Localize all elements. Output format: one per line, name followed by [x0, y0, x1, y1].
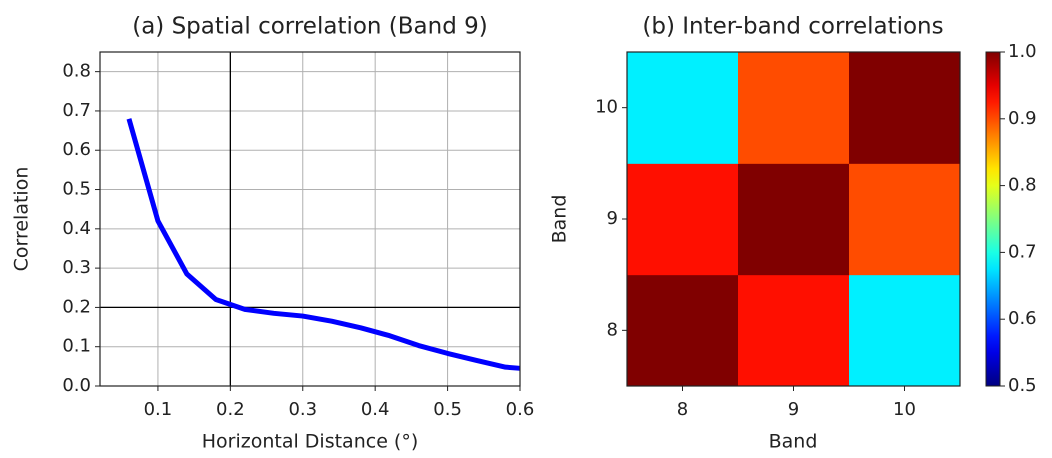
y-tick-label: 10: [595, 97, 618, 118]
y-tick-label: 0.0: [62, 375, 91, 396]
colorbar-tick-label: 0.6: [1008, 308, 1037, 329]
y-axis-label: Correlation: [11, 167, 33, 272]
heatmap-cell: [627, 163, 739, 276]
y-tick-label: 0.5: [62, 179, 91, 200]
x-tick-label: 0.5: [433, 399, 462, 420]
plot-frame: [626, 51, 961, 387]
heatmap-cell: [738, 52, 850, 164]
heatmap-cell: [738, 274, 850, 387]
y-tick-label: 0.7: [62, 100, 91, 121]
x-tick-label: 0.6: [506, 399, 535, 420]
heatmap-cell: [627, 274, 739, 387]
y-tick-label: 0.4: [62, 218, 91, 239]
y-tick-label: 0.3: [62, 257, 91, 278]
plot-frame: [99, 51, 521, 387]
x-tick-label: 10: [893, 399, 916, 420]
x-tick-label: 8: [677, 399, 688, 420]
heatmap-cell: [627, 52, 739, 164]
colorbar-tick-label: 0.5: [1008, 375, 1037, 396]
x-axis-label: Horizontal Distance (°): [202, 431, 419, 453]
y-tick-label: 0.2: [62, 296, 91, 317]
y-tick-label: 0.1: [62, 336, 91, 357]
chart-title: (a) Spatial correlation (Band 9): [132, 14, 488, 40]
colorbar-tick-label: 0.9: [1008, 108, 1037, 129]
chart-title: (b) Inter-band correlations: [642, 14, 943, 40]
data-line: [126, 118, 521, 371]
y-tick-label: 8: [607, 319, 618, 340]
y-tick-label: 0.6: [62, 139, 91, 160]
colorbar-tick-label: 0.8: [1008, 175, 1037, 196]
y-tick-label: 0.8: [62, 61, 91, 82]
x-tick-label: 0.2: [216, 399, 245, 420]
x-tick-label: 0.3: [288, 399, 317, 420]
x-tick-label: 0.1: [144, 399, 173, 420]
heatmap-cell: [849, 274, 961, 387]
x-axis-label: Band: [769, 431, 818, 453]
x-tick-label: 0.4: [361, 399, 390, 420]
y-axis-label: Band: [549, 195, 571, 244]
colorbar-tick-label: 0.7: [1008, 241, 1037, 262]
heatmap-cell: [849, 163, 961, 276]
x-tick-label: 9: [788, 399, 799, 420]
y-tick-label: 9: [607, 208, 618, 229]
colorbar: [985, 51, 1001, 387]
heatmap-cell: [738, 163, 850, 276]
heatmap-cell: [849, 52, 961, 164]
colorbar-tick-label: 1.0: [1008, 41, 1037, 62]
